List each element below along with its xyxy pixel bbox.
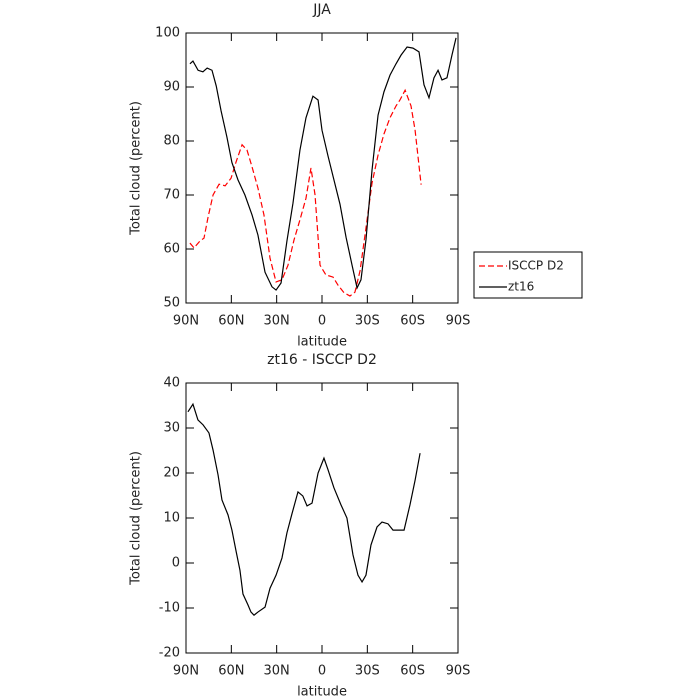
x-tick-label: 60S bbox=[400, 664, 425, 679]
x-tick-label: 0 bbox=[318, 314, 326, 329]
x-axis-label: latitude bbox=[297, 685, 347, 700]
x-tick-label: 30S bbox=[355, 314, 380, 329]
y-tick-label: 50 bbox=[163, 296, 180, 311]
data-line bbox=[187, 402, 421, 617]
y-tick-label: 90 bbox=[163, 80, 180, 95]
data-line bbox=[189, 37, 457, 291]
x-tick-label: 30S bbox=[355, 664, 380, 679]
legend-label: ISCCP D2 bbox=[508, 259, 564, 273]
legend-box bbox=[473, 251, 583, 299]
plot-frame bbox=[185, 382, 459, 654]
plot-frame bbox=[185, 32, 459, 304]
y-axis-label: Total cloud (percent) bbox=[129, 101, 144, 236]
y-tick-label: 30 bbox=[163, 421, 180, 436]
x-tick-label: 60N bbox=[218, 314, 244, 329]
x-tick-label: 30N bbox=[264, 664, 290, 679]
y-tick-label: 40 bbox=[163, 376, 180, 391]
y-tick-label: 100 bbox=[155, 26, 180, 41]
data-line bbox=[189, 88, 422, 297]
y-tick-label: 80 bbox=[163, 134, 180, 149]
x-tick-label: 90N bbox=[173, 664, 199, 679]
y-tick-label: 10 bbox=[163, 511, 180, 526]
x-tick-label: 90N bbox=[173, 314, 199, 329]
chart-title: JJA bbox=[312, 2, 331, 18]
y-axis-label: Total cloud (percent) bbox=[129, 451, 144, 586]
y-tick-label: 60 bbox=[163, 242, 180, 257]
y-tick-label: 20 bbox=[163, 466, 180, 481]
y-tick-label: 0 bbox=[172, 556, 180, 571]
x-tick-label: 60N bbox=[218, 664, 244, 679]
legend-label: zt16 bbox=[508, 280, 534, 294]
x-tick-label: 30N bbox=[264, 314, 290, 329]
x-tick-label: 60S bbox=[400, 314, 425, 329]
y-tick-label: -10 bbox=[159, 601, 180, 616]
x-tick-label: 0 bbox=[318, 664, 326, 679]
x-axis-label: latitude bbox=[297, 335, 347, 350]
chart-title: zt16 - ISCCP D2 bbox=[267, 352, 377, 368]
y-tick-label: 70 bbox=[163, 188, 180, 203]
y-tick-label: -20 bbox=[159, 646, 180, 661]
x-tick-label: 90S bbox=[446, 314, 471, 329]
x-tick-label: 90S bbox=[446, 664, 471, 679]
